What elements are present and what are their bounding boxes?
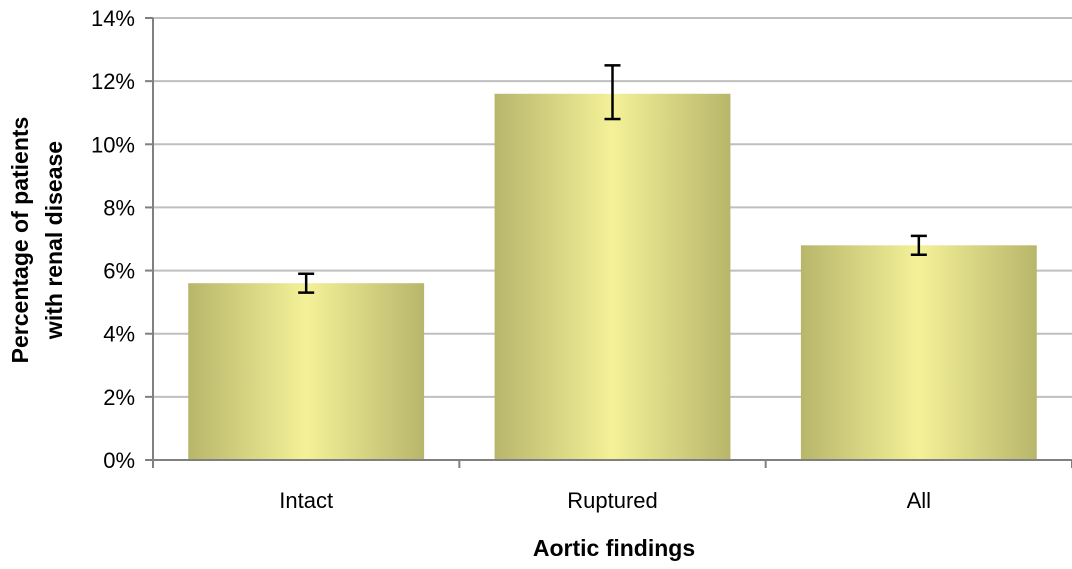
y-axis-title: Percentage of patients with renal diseas… <box>7 117 67 364</box>
y-axis-title-line-2: with renal disease <box>41 141 67 340</box>
y-tick-label: 0% <box>103 448 135 473</box>
y-tick-label: 12% <box>91 69 135 94</box>
error-bar-all <box>910 234 927 257</box>
tick-labels: 0% 2% 4% 6% 8% 10% 12% 14% Intact Ruptured All <box>91 6 931 513</box>
error-bar-ruptured <box>604 64 621 121</box>
x-category-label: Ruptured <box>567 488 658 513</box>
axes <box>145 17 1072 468</box>
error-bars <box>298 64 927 294</box>
y-tick-label: 10% <box>91 132 135 157</box>
y-tick-label: 4% <box>103 322 135 347</box>
error-bar-intact <box>298 272 315 294</box>
x-axis-title: Aortic findings <box>533 535 695 561</box>
bars <box>188 93 1037 461</box>
bar-ruptured <box>494 93 731 461</box>
y-tick-label: 8% <box>103 195 135 220</box>
y-tick-label: 14% <box>91 6 135 31</box>
bar-all <box>800 245 1037 460</box>
y-tick-label: 6% <box>103 259 135 284</box>
y-axis-title-line-1: Percentage of patients <box>7 117 33 364</box>
y-tick-label: 2% <box>103 385 135 410</box>
x-category-label: Intact <box>279 488 333 513</box>
x-category-label: All <box>907 488 931 513</box>
bar-intact <box>188 283 425 460</box>
